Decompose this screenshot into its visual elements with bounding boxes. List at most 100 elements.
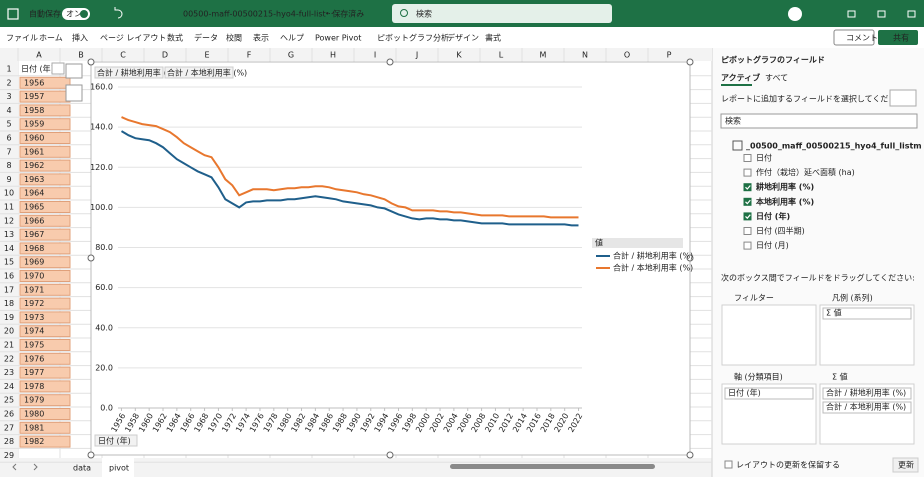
row-label[interactable]: 1976 <box>24 354 44 363</box>
column-header[interactable]: M <box>540 51 547 60</box>
row-label-cell[interactable] <box>19 380 71 393</box>
row-label-cell[interactable] <box>19 242 71 255</box>
legend-entry[interactable]: 合計 / 耕地利用率 (%) <box>613 251 693 261</box>
resize-handle[interactable] <box>87 58 95 66</box>
field-checkbox[interactable] <box>743 154 752 162</box>
menu-tab[interactable]: ページ レイアウト <box>100 34 166 43</box>
field-checkbox[interactable] <box>743 183 752 192</box>
row-label[interactable]: 1970 <box>24 272 44 281</box>
row-label[interactable]: 1967 <box>24 230 44 239</box>
resize-handle[interactable] <box>87 451 95 459</box>
window-min[interactable] <box>847 10 856 18</box>
row-label-cell[interactable] <box>19 132 71 144</box>
column-header[interactable]: H <box>330 51 336 60</box>
h-scrollbar[interactable] <box>450 464 655 469</box>
value-field-button[interactable] <box>94 66 164 79</box>
row-header[interactable]: 28 <box>4 437 14 446</box>
window-close[interactable] <box>907 10 916 18</box>
field-checkbox[interactable] <box>743 197 752 206</box>
search-box[interactable] <box>392 4 612 23</box>
row-header[interactable]: 2 <box>6 78 11 87</box>
row-label-cell[interactable] <box>19 435 71 448</box>
row-label[interactable]: 1971 <box>24 285 44 294</box>
row-label-cell[interactable] <box>19 187 71 200</box>
menu-tab[interactable]: 書式 <box>485 33 501 43</box>
row-label-cell[interactable] <box>19 173 71 186</box>
resize-handle[interactable] <box>686 58 694 66</box>
field-label[interactable]: 本地利用率 (%) <box>755 196 814 206</box>
menu-tab[interactable]: 数式 <box>167 33 183 43</box>
row-label[interactable]: 1980 <box>24 410 44 419</box>
chart-area[interactable] <box>90 61 691 456</box>
defer-checkbox[interactable] <box>724 460 733 469</box>
row-header[interactable]: 1 <box>6 65 11 74</box>
pivot-header-cell[interactable]: 日付 (年) <box>21 64 54 74</box>
menu-tab[interactable]: 挿入 <box>72 33 88 43</box>
panel-tab[interactable]: アクティブ <box>721 73 760 83</box>
axis-field-button-text[interactable]: 日付 (年) <box>98 436 131 446</box>
column-header[interactable]: F <box>247 51 252 60</box>
row-header[interactable]: 23 <box>4 368 14 377</box>
legend-title[interactable]: 値 <box>595 238 603 248</box>
legend-entry[interactable]: 合計 / 本地利用率 (%) <box>613 263 693 273</box>
row-header[interactable]: 6 <box>6 134 11 143</box>
row-label[interactable]: 1962 <box>24 161 44 170</box>
column-header[interactable]: P <box>667 51 672 60</box>
share-text[interactable]: 共有 <box>893 33 909 43</box>
row-label[interactable]: 1959 <box>24 120 44 129</box>
sheet-tab[interactable]: data <box>73 464 91 473</box>
row-label[interactable]: 1972 <box>24 299 44 308</box>
row-label[interactable]: 1960 <box>24 134 44 143</box>
row-label[interactable]: 1957 <box>24 92 44 101</box>
menu-tab[interactable]: ホーム <box>39 34 63 43</box>
resize-handle[interactable] <box>686 254 694 262</box>
axis-field-button[interactable] <box>94 434 138 447</box>
value-field-button-text[interactable]: 合計 / 耕地利用率 (%) <box>97 68 177 78</box>
row-label[interactable]: 1973 <box>24 313 44 322</box>
area-item-text[interactable]: 日付 (年) <box>728 388 761 398</box>
row-header[interactable]: 14 <box>4 244 14 253</box>
column-header[interactable]: I <box>374 51 376 60</box>
column-header[interactable]: L <box>499 51 504 60</box>
row-label-cell[interactable] <box>19 325 71 338</box>
avatar[interactable] <box>788 7 802 21</box>
column-header[interactable]: A <box>36 51 42 60</box>
area-item[interactable] <box>724 387 814 400</box>
row-label[interactable]: 1961 <box>24 147 44 156</box>
row-label[interactable]: 1982 <box>24 437 44 446</box>
row-header[interactable]: 3 <box>6 92 11 101</box>
row-label[interactable]: 1964 <box>24 189 44 198</box>
row-label-cell[interactable] <box>19 270 71 282</box>
field-search-box[interactable] <box>720 113 918 129</box>
row-label-cell[interactable] <box>19 201 71 213</box>
sheet-tab[interactable]: pivot <box>109 464 129 473</box>
row-label-cell[interactable] <box>19 339 71 351</box>
menu-tab[interactable]: 校閲 <box>226 33 242 43</box>
row-label[interactable]: 1965 <box>24 203 44 212</box>
field-label[interactable]: 日付 (四半期) <box>756 226 805 236</box>
row-header[interactable]: 20 <box>4 327 14 336</box>
row-label-cell[interactable] <box>19 421 71 434</box>
table-name[interactable]: _00500_maff_00500215_hyo4_full_listm <box>746 142 922 151</box>
row-header[interactable]: 25 <box>4 396 14 405</box>
comment-button[interactable] <box>833 29 875 46</box>
row-label[interactable]: 1978 <box>24 382 44 391</box>
field-label[interactable]: 日付 <box>756 153 772 163</box>
row-header[interactable]: 10 <box>4 189 14 198</box>
row-label-cell[interactable] <box>19 118 71 131</box>
row-label[interactable]: 1963 <box>24 175 44 184</box>
resize-handle[interactable] <box>686 451 694 459</box>
column-header[interactable]: B <box>78 51 84 60</box>
row-label[interactable]: 1981 <box>24 423 44 432</box>
row-label[interactable]: 1974 <box>24 327 44 336</box>
series-line[interactable] <box>121 116 579 219</box>
update-button[interactable] <box>892 457 919 473</box>
area-item-text[interactable]: 合計 / 本地利用率 (%) <box>826 402 906 412</box>
row-header[interactable]: 4 <box>6 106 11 115</box>
field-checkbox[interactable] <box>743 241 752 250</box>
search-text[interactable]: 検索 <box>416 9 432 19</box>
row-header[interactable]: 16 <box>4 272 14 281</box>
row-label-cell[interactable] <box>19 145 71 158</box>
row-label-cell[interactable] <box>19 214 71 227</box>
menu-tab[interactable]: Power Pivot <box>315 34 361 43</box>
